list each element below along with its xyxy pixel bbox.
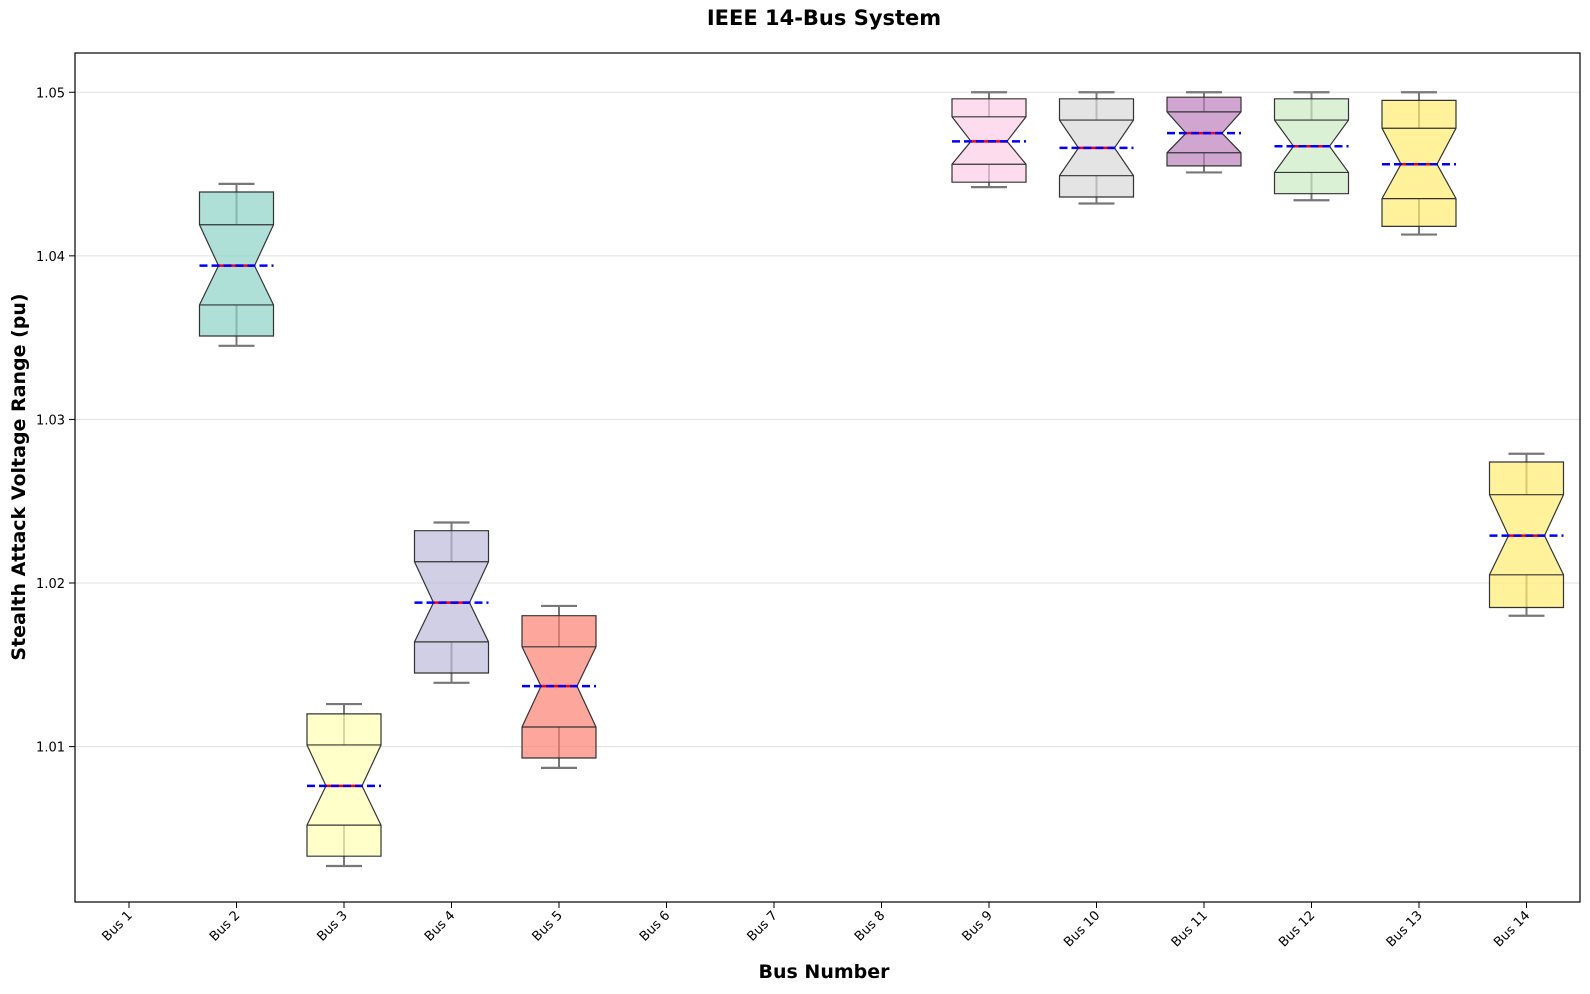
y-tick-label: 1.01 <box>36 741 65 756</box>
box-bus-12 <box>1273 91 1350 202</box>
box-bus-2 <box>198 182 275 347</box>
box-bus-14 <box>1488 452 1565 617</box>
notched-box <box>1166 96 1242 167</box>
plot-area-frame <box>74 52 1581 903</box>
box-bus-3 <box>306 702 382 868</box>
y-axis-label: Stealth Attack Voltage Range (pu) <box>8 293 30 660</box>
y-tick-label: 1.03 <box>36 413 65 428</box>
y-tick-label: 1.04 <box>36 250 65 265</box>
notched-box <box>198 191 275 337</box>
box-bus-13 <box>1381 91 1457 236</box>
box-bus-10 <box>1058 91 1135 205</box>
box-layer <box>198 91 1565 868</box>
y-tick-label: 1.05 <box>36 86 65 101</box>
chart-title: IEEE 14-Bus System <box>707 6 941 30</box>
box-bus-5 <box>521 604 597 769</box>
grid-layer <box>75 91 1580 748</box>
box-bus-9 <box>951 91 1027 189</box>
y-tick-label: 1.02 <box>36 577 65 592</box>
box-bus-11 <box>1166 91 1242 174</box>
box-bus-4 <box>413 521 490 684</box>
x-axis-label: Bus Number <box>758 961 890 983</box>
